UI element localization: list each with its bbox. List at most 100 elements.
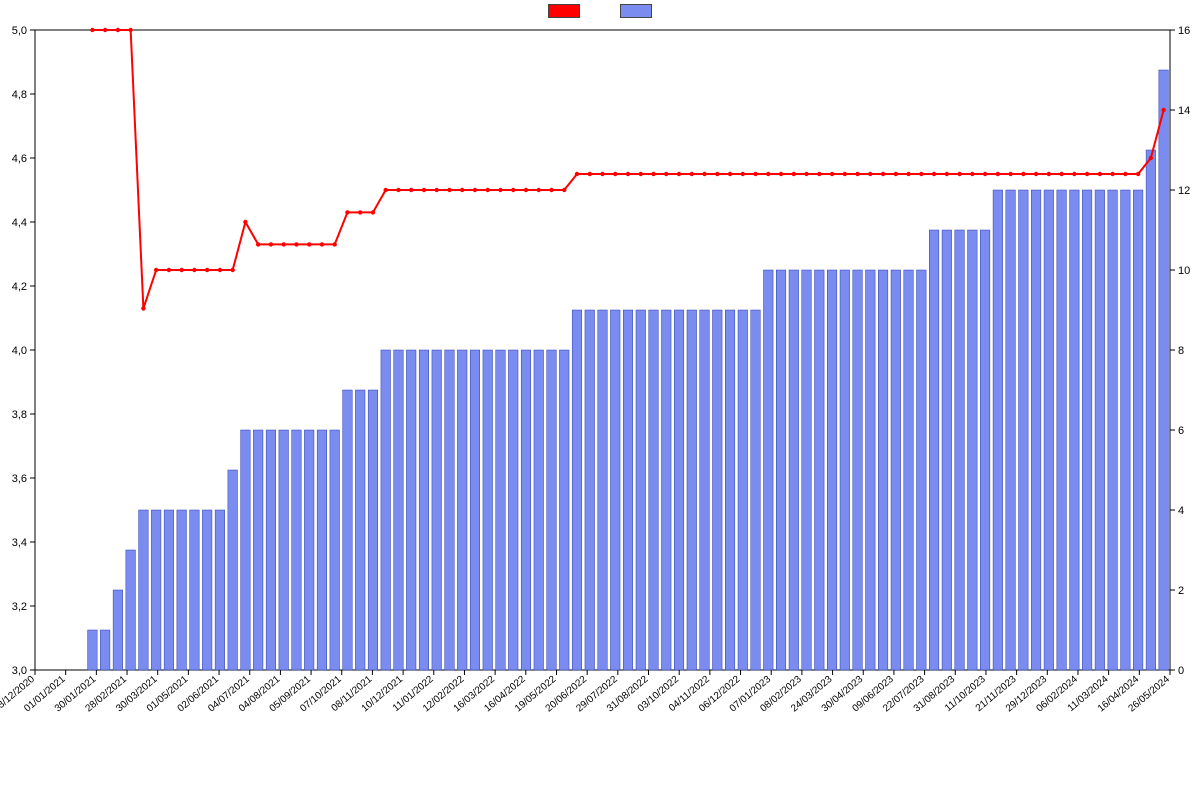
line-marker xyxy=(1110,172,1114,176)
line-marker xyxy=(1008,172,1012,176)
line-marker xyxy=(715,172,719,176)
line-marker xyxy=(626,172,630,176)
line-marker xyxy=(957,172,961,176)
line-marker xyxy=(473,188,477,192)
line-marker xyxy=(167,268,171,272)
bar xyxy=(789,270,799,670)
bar xyxy=(343,390,353,670)
line-marker xyxy=(435,188,439,192)
bar xyxy=(266,430,276,670)
bar xyxy=(610,310,620,670)
line-marker xyxy=(804,172,808,176)
line-marker xyxy=(894,172,898,176)
chart-container: 3,03,23,43,63,84,04,24,44,64,85,00246810… xyxy=(0,0,1200,800)
line-marker xyxy=(320,242,324,246)
bar xyxy=(559,350,569,670)
line-marker xyxy=(447,188,451,192)
svg-text:3,8: 3,8 xyxy=(12,409,27,421)
line-marker xyxy=(1059,172,1063,176)
bar xyxy=(419,350,429,670)
line-marker xyxy=(766,172,770,176)
svg-text:4,2: 4,2 xyxy=(12,281,27,293)
bar xyxy=(1159,70,1169,670)
line-marker xyxy=(422,188,426,192)
legend-item-line xyxy=(548,4,580,18)
bar xyxy=(853,270,863,670)
bar xyxy=(840,270,850,670)
line-marker xyxy=(498,188,502,192)
bar xyxy=(445,350,455,670)
line-marker xyxy=(830,172,834,176)
bar xyxy=(368,390,378,670)
line-marker xyxy=(243,220,247,224)
line-marker xyxy=(792,172,796,176)
line-marker xyxy=(1085,172,1089,176)
svg-text:6: 6 xyxy=(1178,425,1184,437)
bar xyxy=(917,270,927,670)
line-marker xyxy=(1021,172,1025,176)
line-marker xyxy=(690,172,694,176)
bar xyxy=(483,350,493,670)
legend-item-bar xyxy=(620,4,652,18)
bar xyxy=(496,350,506,670)
bar xyxy=(355,390,365,670)
bar xyxy=(725,310,735,670)
line-marker xyxy=(1161,108,1165,112)
line-marker xyxy=(881,172,885,176)
bar xyxy=(1095,190,1105,670)
line-marker xyxy=(753,172,757,176)
line-marker xyxy=(486,188,490,192)
svg-text:0: 0 xyxy=(1178,665,1184,677)
svg-text:14: 14 xyxy=(1178,105,1190,117)
bar xyxy=(968,230,978,670)
bar xyxy=(661,310,671,670)
line-marker xyxy=(269,242,273,246)
svg-text:3,2: 3,2 xyxy=(12,601,27,613)
bar xyxy=(1121,190,1131,670)
svg-text:12: 12 xyxy=(1178,185,1190,197)
line-marker xyxy=(307,242,311,246)
bar xyxy=(891,270,901,670)
line-marker xyxy=(575,172,579,176)
svg-text:3,4: 3,4 xyxy=(12,537,27,549)
bar xyxy=(215,510,225,670)
line-marker xyxy=(932,172,936,176)
bar xyxy=(738,310,748,670)
line-marker xyxy=(1047,172,1051,176)
bar xyxy=(1070,190,1080,670)
line-marker xyxy=(511,188,515,192)
bar xyxy=(177,510,187,670)
bar xyxy=(1031,190,1041,670)
bar xyxy=(457,350,467,670)
bar xyxy=(993,190,1003,670)
line-marker xyxy=(996,172,1000,176)
bar xyxy=(534,350,544,670)
bar xyxy=(164,510,174,670)
svg-text:3,6: 3,6 xyxy=(12,473,27,485)
line-marker xyxy=(843,172,847,176)
bar xyxy=(764,270,774,670)
legend-swatch-blue xyxy=(620,4,652,18)
bar xyxy=(674,310,684,670)
bar xyxy=(955,230,965,670)
line-marker xyxy=(549,188,553,192)
bar xyxy=(202,510,212,670)
bar xyxy=(649,310,659,670)
bar xyxy=(279,430,289,670)
bar xyxy=(521,350,531,670)
line-marker xyxy=(218,268,222,272)
bar xyxy=(929,230,939,670)
line-marker xyxy=(371,210,375,214)
line-marker xyxy=(154,268,158,272)
svg-text:10: 10 xyxy=(1178,265,1190,277)
bar xyxy=(942,230,952,670)
bar xyxy=(1019,190,1029,670)
bar xyxy=(878,270,888,670)
line-marker xyxy=(205,268,209,272)
line-marker xyxy=(1149,156,1153,160)
bar xyxy=(598,310,608,670)
line-marker xyxy=(639,172,643,176)
bar xyxy=(304,430,314,670)
bar xyxy=(687,310,697,670)
bar xyxy=(508,350,518,670)
